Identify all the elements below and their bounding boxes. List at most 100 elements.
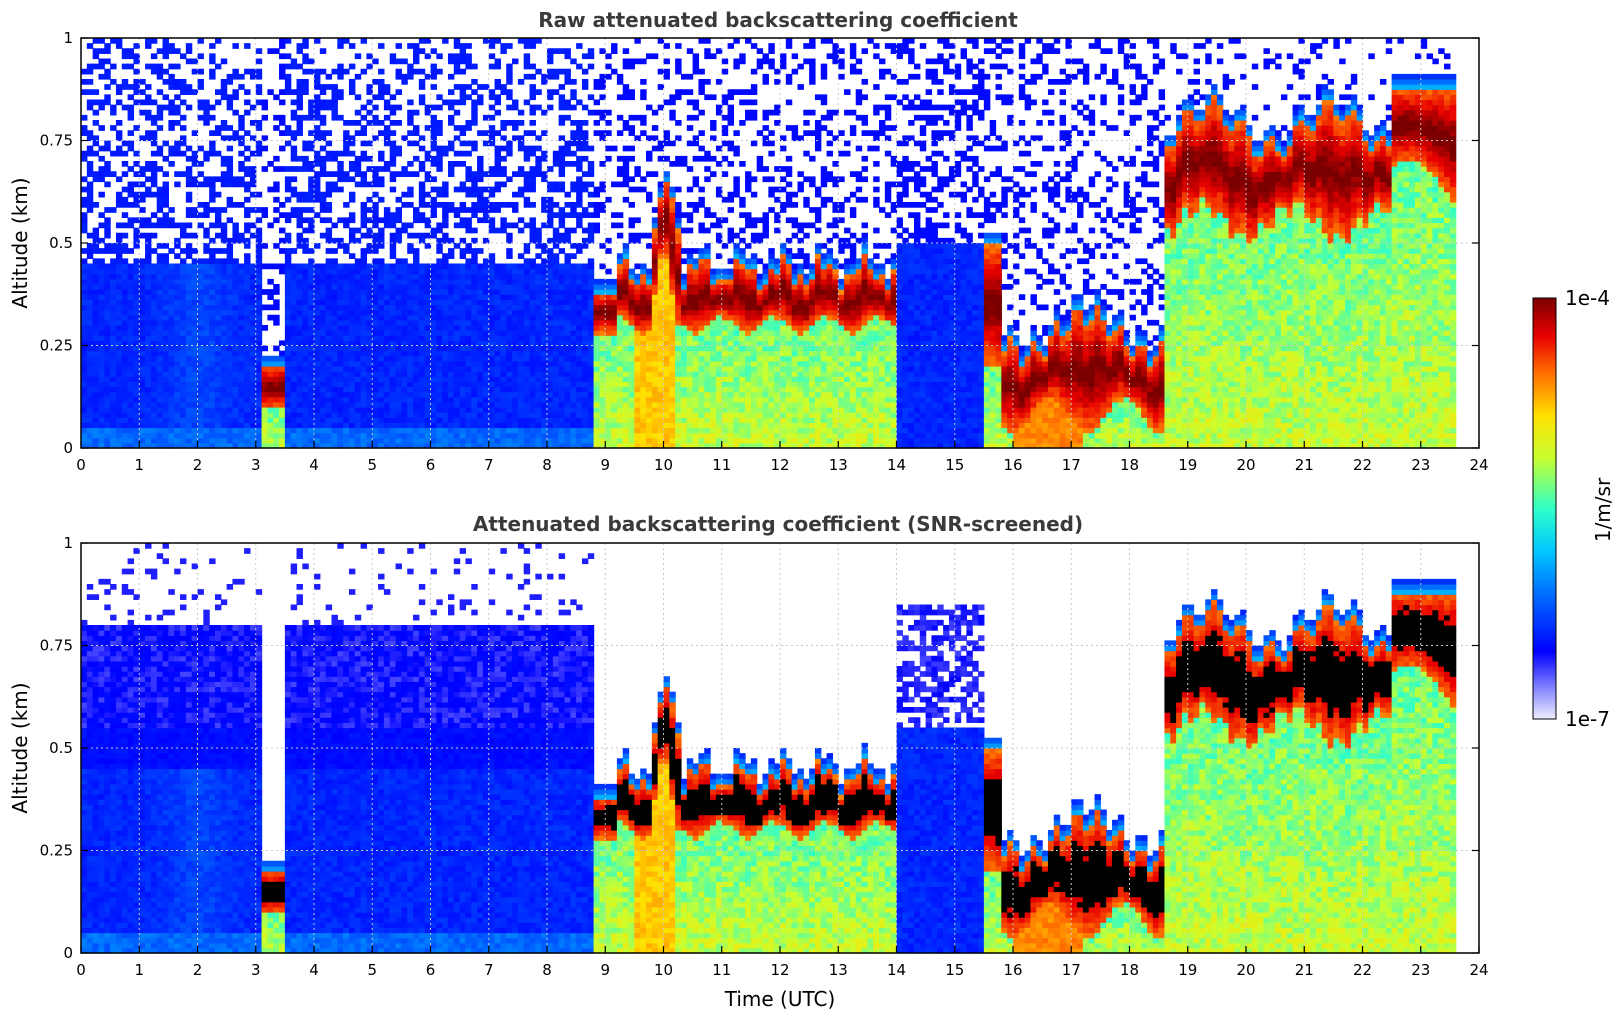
heatmap-cell	[319, 371, 327, 377]
heatmap-cell	[459, 99, 467, 106]
heatmap-cell	[611, 212, 618, 218]
heatmap-cell	[343, 355, 350, 362]
heatmap-cell	[564, 412, 571, 418]
heatmap-cell	[581, 407, 589, 413]
heatmap-cell	[232, 437, 239, 444]
heatmap-cell	[418, 325, 426, 331]
heatmap-cell	[214, 99, 222, 106]
heatmap-cell	[599, 130, 606, 136]
heatmap-cell	[378, 176, 385, 183]
heatmap-cell	[552, 350, 560, 357]
heatmap-cell	[447, 53, 455, 60]
heatmap-cell	[395, 171, 402, 177]
heatmap-cell	[203, 202, 210, 208]
heatmap-cell	[459, 304, 467, 311]
heatmap-cell	[413, 355, 420, 362]
heatmap-cell	[564, 232, 571, 239]
heatmap-cell	[453, 396, 461, 403]
heatmap-cell	[150, 396, 158, 403]
heatmap-cell	[284, 79, 292, 85]
heatmap-cell	[162, 401, 169, 408]
heatmap-cell	[104, 217, 111, 224]
heatmap-cell	[581, 371, 589, 377]
heatmap-cell	[319, 401, 327, 408]
heatmap-cell	[535, 309, 542, 316]
heatmap-cell	[348, 340, 356, 347]
heatmap-cell	[86, 330, 94, 336]
heatmap-cell	[581, 304, 589, 311]
heatmap-cell	[459, 299, 467, 306]
heatmap-cell	[587, 381, 595, 388]
heatmap-cell	[98, 104, 105, 111]
heatmap-cell	[314, 38, 321, 44]
heatmap-cell	[197, 417, 204, 423]
heatmap-cell	[482, 381, 490, 388]
heatmap-cell	[354, 335, 362, 341]
heatmap-cell	[127, 263, 135, 270]
heatmap-cell	[168, 314, 175, 321]
heatmap-cell	[191, 263, 199, 270]
heatmap-cell	[599, 186, 606, 193]
heatmap-cell	[547, 94, 554, 101]
heatmap-cell	[482, 294, 490, 300]
heatmap-cell	[378, 376, 385, 382]
heatmap-cell	[436, 437, 443, 444]
heatmap-cell	[494, 355, 501, 362]
heatmap-cell	[366, 340, 373, 347]
heatmap-cell	[465, 63, 472, 70]
heatmap-cell	[121, 186, 129, 193]
heatmap-cell	[564, 401, 571, 408]
heatmap-cell	[389, 150, 397, 157]
heatmap-cell	[413, 391, 420, 398]
heatmap-cell	[436, 68, 443, 75]
heatmap-cell	[348, 407, 356, 413]
heatmap-cell	[86, 376, 94, 382]
heatmap-cell	[337, 284, 344, 290]
heatmap-cell	[436, 150, 443, 157]
heatmap-cell	[523, 63, 531, 70]
heatmap-cell	[564, 68, 571, 75]
heatmap-cell	[622, 442, 630, 449]
heatmap-cell	[168, 248, 175, 254]
heatmap-cell	[185, 335, 193, 341]
heatmap-cell	[401, 58, 408, 65]
heatmap-cell	[424, 150, 432, 157]
heatmap-cell	[325, 263, 333, 270]
heatmap-cell	[541, 335, 548, 341]
heatmap-cell	[92, 53, 100, 60]
heatmap-cell	[465, 258, 472, 265]
heatmap-cell	[488, 171, 496, 177]
heatmap-cell	[401, 442, 408, 449]
heatmap-cell	[308, 386, 315, 393]
heatmap-cell	[348, 150, 356, 157]
heatmap-cell	[436, 278, 443, 285]
heatmap-cell	[139, 335, 146, 341]
heatmap-cell	[139, 432, 146, 439]
heatmap-cell	[401, 263, 408, 270]
heatmap-cell	[139, 391, 146, 398]
heatmap-cell	[348, 263, 356, 270]
heatmap-cell	[255, 371, 263, 377]
heatmap-cell	[430, 319, 437, 326]
heatmap-cell	[523, 391, 531, 398]
heatmap-cell	[581, 171, 589, 177]
heatmap-cell	[616, 166, 624, 172]
heatmap-cell	[459, 94, 467, 101]
heatmap-cell	[436, 386, 443, 393]
heatmap-cell	[81, 417, 88, 423]
heatmap-cell	[558, 319, 566, 326]
heatmap-cell	[523, 268, 531, 275]
heatmap-cell	[348, 391, 356, 398]
heatmap-cell	[611, 299, 618, 306]
heatmap-cell	[296, 237, 303, 244]
heatmap-cell	[599, 181, 606, 188]
heatmap-cell	[162, 278, 169, 285]
heatmap-cell	[133, 371, 140, 377]
heatmap-cell	[424, 125, 432, 131]
heatmap-cell	[512, 319, 519, 326]
heatmap-cell	[308, 350, 315, 357]
heatmap-cell	[220, 366, 228, 372]
heatmap-cell	[535, 145, 542, 152]
heatmap-cell	[180, 278, 187, 285]
heatmap-cell	[92, 243, 100, 249]
